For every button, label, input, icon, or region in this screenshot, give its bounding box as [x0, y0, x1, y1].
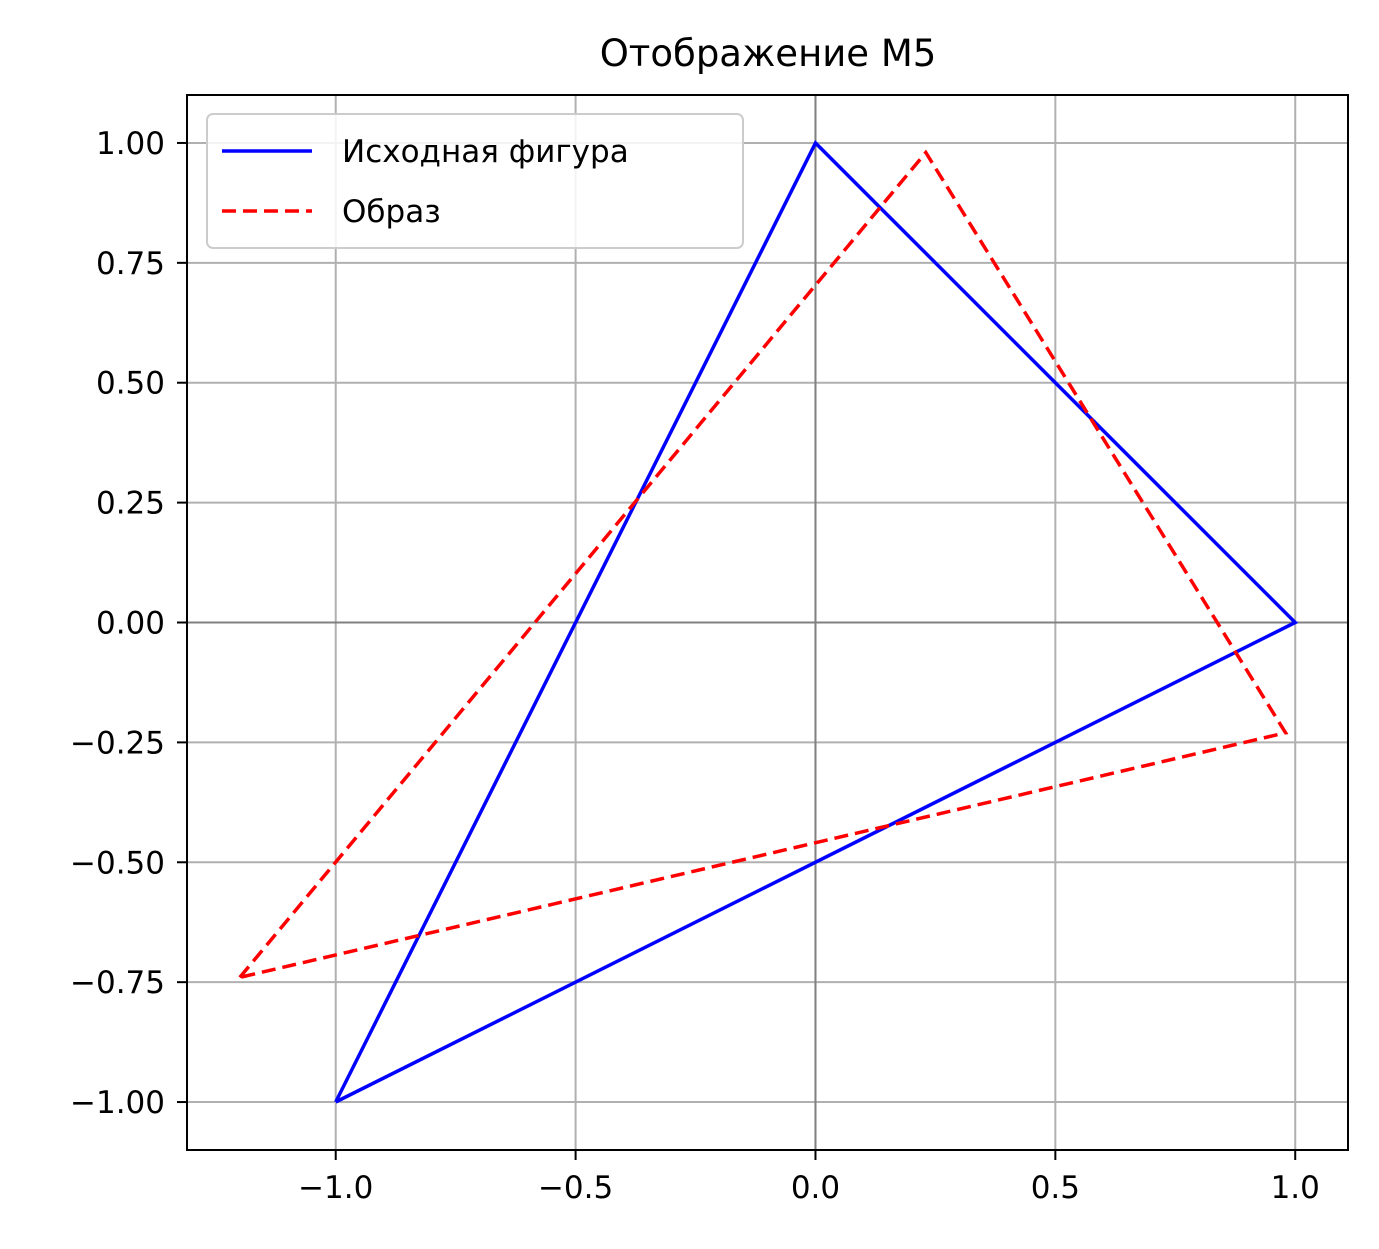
y-axis: 1.00 0.75 0.50 0.25 0.00 −0.25 −0.50 −0.75 −1.00	[70, 126, 187, 1121]
x-tick-label: 0.0	[791, 1170, 840, 1206]
legend-label-original: Исходная фигура	[342, 134, 629, 170]
series-line-original	[334, 140, 1299, 1104]
series-group	[238, 140, 1299, 1104]
y-tick-label: −0.50	[70, 845, 165, 881]
y-tick-label: 0.25	[96, 486, 165, 522]
zero-axes	[187, 95, 1348, 1150]
y-tick-label: −0.25	[70, 725, 165, 761]
x-tick-label: −0.5	[538, 1170, 613, 1206]
x-tick-label: −1.0	[298, 1170, 373, 1206]
chart-title: Отображение M5	[600, 32, 937, 75]
y-tick-label: 1.00	[96, 126, 165, 162]
y-tick-label: 0.75	[96, 246, 165, 282]
y-tick-label: 0.50	[96, 366, 165, 402]
legend: Исходная фигура Образ	[206, 113, 744, 249]
y-tick-label: 0.00	[96, 606, 165, 642]
legend-label-image: Образ	[342, 194, 441, 230]
y-tick-label: −0.75	[70, 965, 165, 1001]
legend-box	[206, 113, 744, 249]
x-tick-label: 1.0	[1271, 1170, 1320, 1206]
y-tick-label: −1.00	[70, 1085, 165, 1121]
x-axis: −1.0 −0.5 0.0 0.5 1.0	[298, 1150, 1320, 1206]
series-line-image	[238, 149, 1289, 980]
x-tick-label: 0.5	[1031, 1170, 1080, 1206]
